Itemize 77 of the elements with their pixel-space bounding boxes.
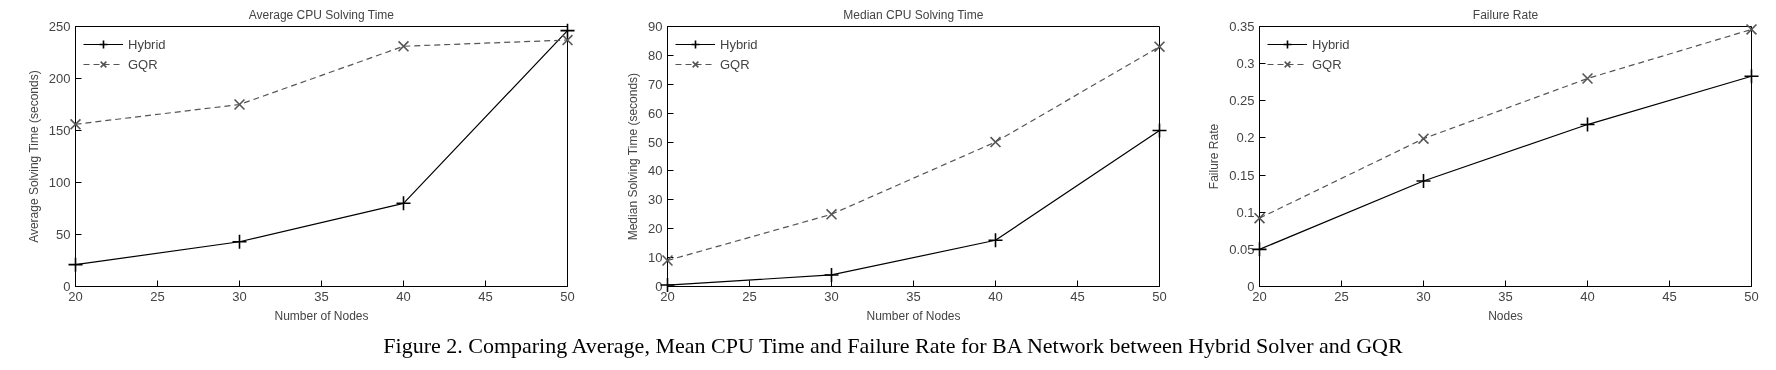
x-tick-label: 25	[1334, 288, 1349, 304]
y-axis-title: Average Solving Time (seconds)	[26, 70, 41, 243]
y-tick-label: 90	[648, 19, 663, 34]
x-axis-title: Number of Nodes	[274, 308, 369, 323]
y-tick-label: 0.1	[1236, 204, 1255, 220]
y-tick-label: 0.35	[1229, 19, 1255, 34]
point	[1153, 40, 1166, 53]
x-tick-label: 50	[560, 288, 575, 304]
x-tick-label: 40	[396, 288, 411, 304]
legend-label: GQR	[1312, 56, 1342, 72]
point	[1415, 173, 1432, 189]
x-tick-label: 45	[1070, 288, 1085, 304]
point	[1253, 212, 1266, 224]
legend-label: Hybrid	[720, 36, 758, 52]
y-axis-title: Median Solving Time (seconds)	[626, 72, 641, 241]
point	[823, 267, 840, 283]
point	[1417, 132, 1430, 145]
y-tick-label: 0.25	[1229, 93, 1255, 109]
x-tick-label: 45	[478, 288, 493, 304]
y-tick-label: 80	[648, 47, 663, 63]
x-axis-title: Number of Nodes	[866, 308, 961, 323]
y-tick-label: 0.05	[1229, 241, 1255, 257]
legend-label: Hybrid	[1312, 36, 1350, 52]
point	[231, 233, 248, 250]
point	[395, 195, 412, 212]
chart-title: Average CPU Solving Time	[248, 7, 395, 22]
x-tick-label: 35	[1498, 288, 1513, 304]
caption: Figure 2. Comparing Average, Mean CPU Time and Failure Rate for BA Network between Hybrid Solver and GQR	[383, 332, 1403, 360]
x-tick-label: 25	[742, 288, 757, 304]
x-tick-label: 50	[1744, 288, 1759, 304]
y-tick-label: 70	[648, 76, 663, 92]
y-tick-label: 30	[648, 192, 663, 208]
point	[1151, 122, 1168, 139]
point	[561, 34, 574, 46]
point	[1743, 68, 1760, 85]
x-tick-label: 30	[232, 288, 247, 304]
y-tick-label: 10	[648, 250, 663, 266]
point	[67, 256, 84, 273]
x-tick-label: 40	[1580, 288, 1595, 304]
x-tick-label: 30	[1416, 288, 1431, 304]
x-tick-label: 40	[988, 288, 1003, 304]
y-tick-label: 0.3	[1236, 56, 1255, 72]
point	[69, 118, 82, 131]
y-axis-title: Failure Rate	[1207, 123, 1222, 190]
y-tick-label: 50	[56, 227, 71, 242]
point	[825, 208, 838, 221]
point	[1745, 23, 1758, 36]
y-tick-label: 0.2	[1236, 130, 1255, 146]
chart-title: Median CPU Solving Time	[843, 7, 984, 22]
y-tick-label: 150	[48, 123, 71, 138]
legend-label: Hybrid	[128, 36, 166, 52]
point	[1579, 116, 1596, 133]
point	[233, 98, 246, 111]
x-tick-label: 50	[1152, 288, 1167, 304]
x-axis-title: Nodes	[1488, 308, 1523, 323]
x-tick-label: 30	[824, 288, 839, 304]
y-tick-label: 100	[48, 175, 71, 190]
x-tick-label: 45	[1662, 288, 1677, 304]
y-tick-label: 20	[648, 221, 663, 237]
point	[989, 136, 1002, 148]
y-tick-label: 250	[48, 19, 71, 34]
y-tick-label: 200	[48, 71, 71, 86]
point	[397, 40, 410, 53]
y-tick-label: 40	[648, 163, 663, 179]
x-tick-label: 35	[906, 288, 921, 304]
point	[1581, 72, 1594, 85]
legend-label: GQR	[720, 56, 750, 72]
legend-label: GQR	[128, 56, 158, 72]
y-tick-label: 0.15	[1229, 167, 1255, 183]
point	[559, 22, 576, 39]
chart-title: Failure Rate	[1472, 7, 1539, 22]
point	[987, 232, 1004, 249]
x-tick-label: 25	[150, 288, 165, 304]
y-tick-label: 60	[648, 105, 663, 121]
point	[661, 254, 674, 267]
x-tick-label: 35	[314, 288, 329, 304]
y-tick-label: 50	[648, 134, 663, 150]
